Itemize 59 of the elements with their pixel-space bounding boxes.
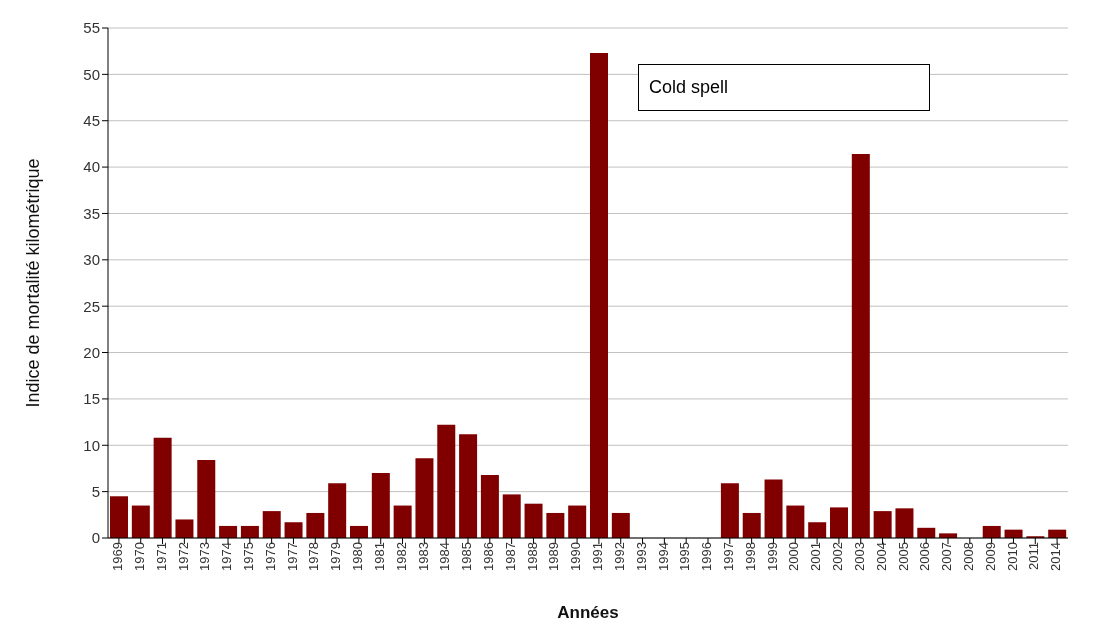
y-tick-label: 50 (83, 65, 100, 83)
x-tick-label: 1992 (611, 542, 627, 571)
x-tick-label: 1994 (655, 542, 671, 571)
x-tick-label: 1996 (699, 542, 715, 571)
x-tick-label: 1998 (742, 542, 758, 571)
x-tick-label: 1969 (110, 542, 126, 571)
y-tick-label: 55 (83, 19, 100, 37)
x-tick-label: 2007 (939, 542, 955, 571)
x-tick-label: 1981 (371, 542, 387, 571)
x-tick-label: 1987 (502, 542, 518, 571)
x-tick-label: 2011 (1026, 542, 1042, 570)
x-tick-label: 1971 (153, 542, 169, 571)
y-tick-label: 0 (91, 529, 100, 547)
x-tick-label: 1970 (131, 542, 147, 571)
x-tick-label: 1999 (764, 542, 780, 571)
x-tick-label: 1997 (721, 542, 737, 571)
y-tick-label: 15 (83, 390, 100, 408)
x-tick-label: 1983 (415, 542, 431, 571)
x-tick-label: 1978 (306, 542, 322, 571)
y-tick-label: 25 (83, 297, 100, 315)
x-tick-label: 1980 (350, 542, 366, 571)
x-tick-label: 2004 (873, 542, 889, 571)
y-tick-label: 20 (83, 343, 100, 361)
x-tick-label: 2005 (895, 542, 911, 571)
x-tick-label: 2001 (808, 542, 824, 571)
y-tick-label: 30 (83, 251, 100, 269)
x-tick-label: 1986 (481, 542, 497, 571)
x-tick-label: 1993 (633, 542, 649, 571)
x-tick-label: 2014 (1048, 542, 1064, 571)
x-tick-label: 1991 (590, 542, 606, 571)
x-tick-label: 1989 (546, 542, 562, 571)
x-tick-label: 2002 (830, 542, 846, 571)
x-tick-label: 2003 (851, 542, 867, 571)
x-tick-label: 1972 (175, 542, 191, 571)
x-tick-label: 2006 (917, 542, 933, 571)
x-tick-label: 1974 (219, 542, 235, 571)
x-tick-label: 1984 (437, 542, 453, 571)
x-tick-label: 1988 (524, 542, 540, 571)
x-tick-label: 1977 (284, 542, 300, 571)
y-axis-title: Indice de mortalité kilométrique (23, 158, 44, 408)
x-tick-label: 1982 (393, 542, 409, 571)
x-tick-label: 1979 (328, 542, 344, 571)
y-tick-label: 40 (83, 158, 100, 176)
x-axis-title: Années (557, 603, 619, 622)
x-tick-label: 2010 (1004, 542, 1020, 571)
x-tick-label: 1995 (677, 542, 693, 571)
y-tick-label: 45 (83, 112, 100, 130)
y-tick-label: 5 (91, 482, 100, 500)
x-tick-label: 1973 (197, 542, 213, 571)
x-tick-label: 2009 (982, 542, 998, 571)
y-tick-label: 10 (83, 436, 100, 454)
text-box: Cold spell (638, 64, 930, 111)
x-tick-label: 1975 (241, 542, 257, 571)
y-tick-label: 35 (83, 204, 100, 222)
x-tick-label: 1990 (568, 542, 584, 571)
x-tick-label: 2008 (961, 542, 977, 571)
x-tick-label: 1985 (459, 542, 475, 571)
x-tick-label: 1976 (262, 542, 278, 571)
x-tick-label: 2000 (786, 542, 802, 571)
